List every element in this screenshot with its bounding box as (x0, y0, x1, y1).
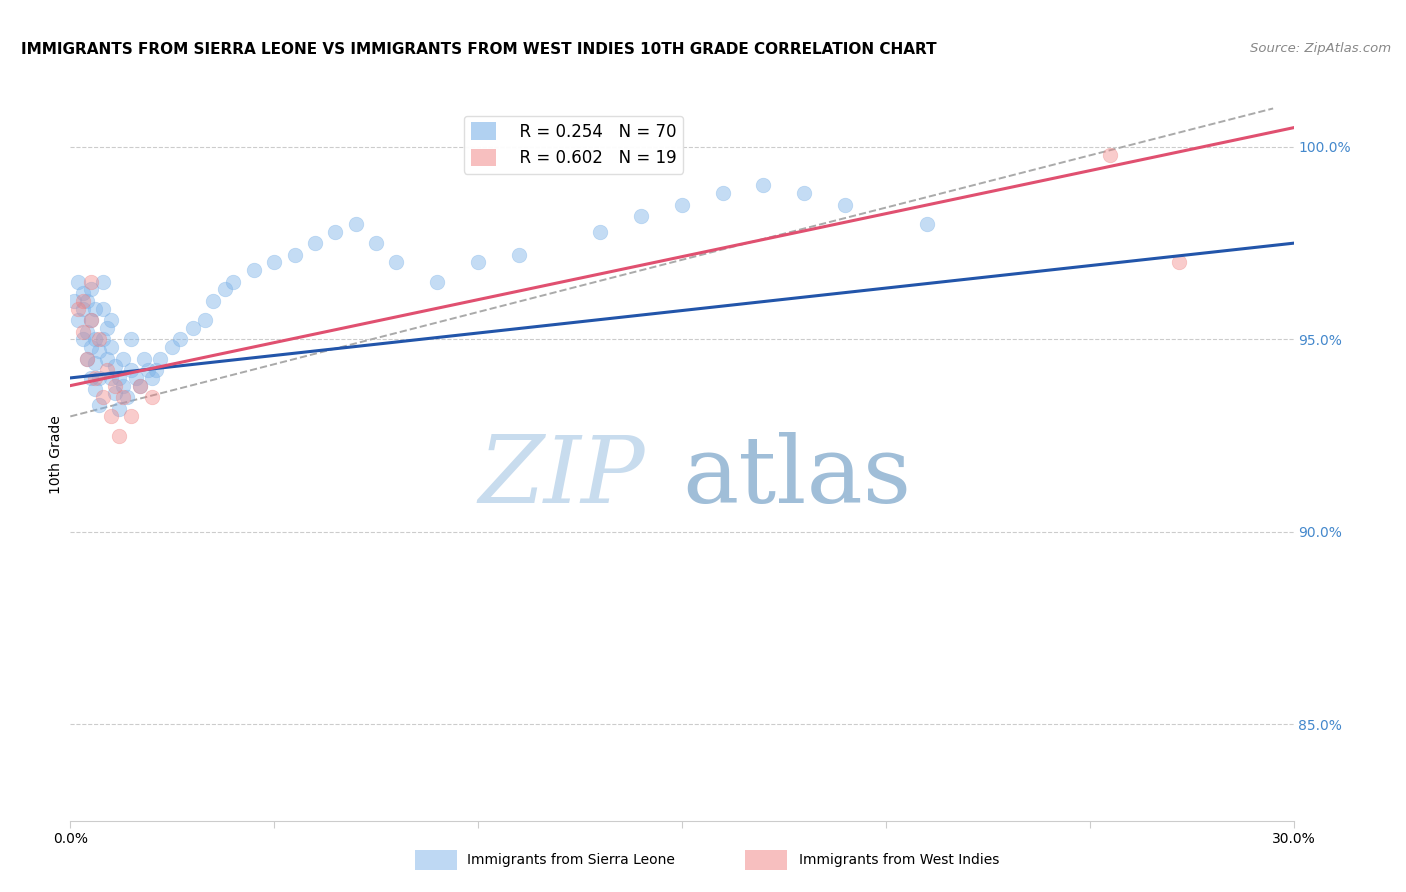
Point (834, 197, 856, 211)
Point (83, 355, 105, 369)
Point (214, 282, 236, 296)
Point (72, 333, 94, 347)
Point (83, 383, 105, 397)
Point (104, 359, 127, 374)
Point (793, 186, 815, 201)
Point (124, 371, 146, 385)
Point (132, 351, 155, 366)
Point (67, 301, 90, 316)
Point (79, 340, 103, 354)
Point (79, 282, 103, 296)
Point (145, 363, 167, 377)
Point (79, 371, 103, 385)
Point (141, 371, 163, 385)
Point (467, 255, 489, 269)
Point (1168, 255, 1191, 269)
Point (121, 363, 143, 377)
Point (83, 301, 105, 316)
Point (194, 313, 217, 327)
Point (915, 217, 938, 231)
Text: Immigrants from West Indies: Immigrants from West Indies (799, 853, 1000, 867)
Point (284, 248, 307, 262)
Legend:   R = 0.254   N = 70,   R = 0.602   N = 19: R = 0.254 N = 70, R = 0.602 N = 19 (464, 116, 683, 174)
Text: atlas: atlas (682, 432, 911, 522)
Point (711, 186, 734, 201)
Point (72, 286, 94, 301)
Point (87, 398, 110, 412)
Point (121, 409, 143, 424)
Text: Immigrants from Sierra Leone: Immigrants from Sierra Leone (467, 853, 675, 867)
Point (112, 351, 135, 366)
Point (76, 351, 98, 366)
Text: ZIP: ZIP (478, 432, 645, 522)
Point (508, 248, 530, 262)
Text: Source: ZipAtlas.com: Source: ZipAtlas.com (1250, 42, 1392, 54)
Point (304, 236, 326, 251)
Point (87, 371, 110, 385)
Point (752, 178, 775, 193)
Y-axis label: 10th Grade: 10th Grade (49, 416, 63, 494)
Point (136, 363, 159, 377)
Point (87, 333, 110, 347)
Point (67, 313, 90, 327)
Point (108, 428, 131, 442)
Point (91, 301, 114, 316)
Point (162, 340, 183, 354)
Point (121, 333, 143, 347)
Point (117, 390, 139, 404)
Point (96, 321, 118, 335)
Point (128, 378, 150, 392)
Point (67, 275, 90, 289)
Point (243, 263, 266, 277)
Point (181, 321, 204, 335)
Point (141, 390, 163, 404)
Point (83, 371, 105, 385)
Point (104, 386, 127, 401)
Point (263, 255, 285, 269)
Point (112, 378, 135, 392)
Point (76, 325, 98, 339)
Point (589, 225, 612, 239)
Point (366, 236, 388, 251)
Point (671, 197, 693, 211)
Point (630, 209, 652, 223)
Point (91, 275, 114, 289)
Point (79, 275, 103, 289)
Point (104, 378, 127, 392)
Point (100, 409, 122, 424)
Point (108, 401, 131, 416)
Point (79, 313, 103, 327)
Point (108, 371, 131, 385)
Point (72, 325, 94, 339)
Point (149, 351, 172, 366)
Point (222, 275, 245, 289)
Point (112, 390, 135, 404)
Point (100, 313, 122, 327)
Point (426, 275, 449, 289)
Text: IMMIGRANTS FROM SIERRA LEONE VS IMMIGRANTS FROM WEST INDIES 10TH GRADE CORRELATI: IMMIGRANTS FROM SIERRA LEONE VS IMMIGRAN… (21, 42, 936, 57)
Point (100, 371, 122, 385)
Point (72, 293, 94, 308)
Point (96, 363, 118, 377)
Point (100, 340, 122, 354)
Point (72, 301, 94, 316)
Point (63, 293, 86, 308)
Point (91, 390, 114, 404)
Point (344, 217, 367, 231)
Point (323, 225, 347, 239)
Point (96, 351, 118, 366)
Point (128, 378, 150, 392)
Point (202, 293, 225, 308)
Point (76, 351, 98, 366)
Point (385, 255, 408, 269)
Point (76, 293, 98, 308)
Point (79, 313, 103, 327)
Point (83, 333, 105, 347)
Point (1099, 147, 1122, 161)
Point (91, 333, 114, 347)
Point (87, 343, 110, 358)
Point (169, 333, 191, 347)
